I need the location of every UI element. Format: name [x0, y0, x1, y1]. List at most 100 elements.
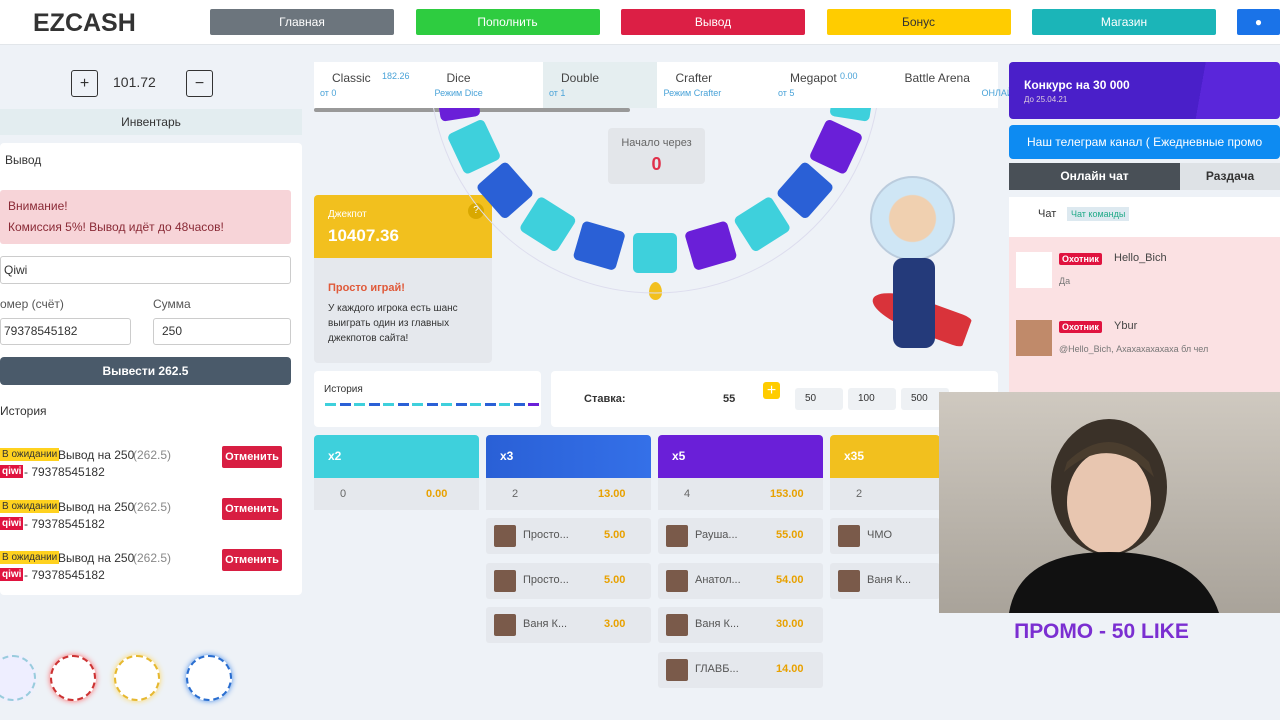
player-avatar	[666, 525, 688, 547]
nav-button[interactable]: Магазин	[1032, 9, 1216, 35]
wheel-segment	[810, 120, 862, 174]
history-dot	[513, 403, 525, 406]
contest-date: До 25.04.21	[1024, 95, 1068, 104]
wheel-segment	[777, 162, 833, 219]
hunter-badge: Охотник	[1059, 321, 1102, 333]
help-icon[interactable]: ?	[468, 203, 484, 219]
column-header[interactable]	[486, 435, 651, 478]
tool-icon[interactable]	[114, 655, 160, 701]
qiwi-tag: qiwi	[0, 568, 24, 581]
game-name[interactable]: Dice	[446, 71, 471, 85]
game-sub: от 1	[549, 88, 566, 98]
timer-value: 0	[651, 154, 662, 174]
bet-value: 55	[723, 393, 736, 405]
header: EZCASH Главная Пополнить Вывод Бонус Магазин…	[0, 0, 1280, 45]
chat-avatar	[1016, 252, 1052, 288]
cancel-button[interactable]: Отменить	[222, 497, 282, 520]
chat-tab[interactable]: Раздача	[1180, 163, 1280, 190]
game-amount: 0.00	[840, 71, 858, 81]
webcam	[939, 392, 1280, 613]
chat-title: Чат	[1038, 208, 1057, 220]
alert	[0, 190, 291, 244]
chat-tab[interactable]: Онлайн чат	[1009, 163, 1180, 190]
game-name[interactable]: Crafter	[675, 71, 713, 85]
sum-label: Сумма	[153, 297, 191, 311]
stream-promo: ПРОМО - 50 LIKE	[1014, 620, 1189, 643]
column-header[interactable]	[658, 435, 823, 478]
sum-input[interactable]: 250	[153, 318, 291, 345]
quick-bet[interactable]: 50	[795, 388, 843, 410]
history-dot	[528, 403, 539, 406]
column-header[interactable]	[314, 435, 479, 478]
game-name[interactable]: Megapot	[790, 71, 837, 85]
game-name[interactable]: Battle Arena	[904, 71, 970, 85]
history-dot	[412, 403, 423, 406]
active-tab	[543, 62, 657, 108]
cancel-button[interactable]: Отменить	[222, 446, 282, 468]
history-number: - 79378545182	[24, 568, 105, 582]
player-name: Ваня К...	[695, 618, 740, 630]
nav-button[interactable]: Вывод	[621, 9, 805, 35]
cancel-button[interactable]: Отменить	[222, 549, 282, 571]
history-dot	[368, 403, 380, 406]
nav-button[interactable]: Главная	[210, 9, 394, 35]
tool-icon[interactable]	[50, 655, 96, 701]
contest-box[interactable]	[1009, 62, 1280, 119]
balance: 101.72	[113, 74, 156, 90]
inventory-button[interactable]: Инвентарь	[0, 109, 302, 135]
alert-text: Комиссия 5%! Вывод идёт до 48часов!	[8, 220, 224, 234]
history-title: История	[0, 404, 47, 418]
player-avatar	[666, 569, 688, 592]
avatar-button[interactable]: ●	[1237, 9, 1280, 35]
player-name: Просто...	[523, 573, 569, 586]
jackpot-box	[314, 195, 492, 258]
game-name[interactable]: Classic	[332, 71, 371, 85]
column-mult: x3	[500, 449, 514, 463]
quick-bet[interactable]: 500	[901, 388, 949, 410]
player-avatar	[666, 614, 688, 636]
wheel-segment	[685, 221, 737, 270]
column-header[interactable]	[830, 435, 940, 478]
column-stats	[830, 478, 940, 510]
column-mult: x5	[672, 449, 686, 463]
chat-name: Ybur	[1114, 320, 1138, 332]
number-input[interactable]: 79378545182	[0, 318, 131, 345]
game-sub: Режим Crafter	[663, 88, 722, 98]
logo[interactable]: EZCASH	[33, 9, 136, 37]
withdraw-button[interactable]: Вывести 262.5	[0, 357, 291, 385]
minus-button[interactable]: −	[186, 70, 213, 97]
column-mult: x35	[844, 449, 865, 463]
nav-button[interactable]: Бонус	[826, 9, 1011, 35]
tool-icon[interactable]	[186, 655, 232, 701]
player-name: Просто...	[523, 529, 569, 541]
chat-name: Hello_Bich	[1114, 252, 1167, 264]
method-select[interactable]: Qiwi	[0, 256, 291, 284]
nav-button[interactable]: Пополнить	[415, 9, 600, 35]
plus-button[interactable]: +	[71, 70, 98, 97]
telegram-button[interactable]: Наш телеграм канал ( Ежедневные промо	[1009, 125, 1280, 159]
history-dot	[325, 403, 336, 406]
number-label: омер (счёт)	[0, 297, 64, 311]
chat-text: @Hello_Bich, Ахахахахахаха бл чел	[1059, 344, 1209, 354]
qiwi-tag: qiwi	[0, 465, 24, 478]
qiwi-tag: qiwi	[0, 516, 24, 530]
tool-icon[interactable]	[0, 655, 36, 701]
player-name: ЧМО	[867, 529, 893, 541]
alert-title: Внимание!	[8, 199, 68, 213]
jackpot-value: 10407.36	[328, 226, 399, 245]
column-stats	[658, 478, 823, 510]
game-amount: 182.26	[382, 71, 410, 81]
history-dot	[383, 403, 394, 406]
quick-bet[interactable]: 100	[848, 388, 896, 410]
player-avatar	[838, 569, 860, 592]
team-chat[interactable]: Чат команды	[1067, 207, 1130, 221]
bet-plus[interactable]: +	[763, 382, 780, 399]
history-text: Вывод на 250	[58, 448, 135, 462]
column-stats	[486, 478, 651, 510]
wheel-segment	[830, 108, 876, 122]
history-dot	[339, 403, 351, 406]
game-name[interactable]: Double	[561, 71, 600, 85]
wheel-segment	[520, 197, 576, 251]
history-dot	[397, 403, 409, 406]
mascot-body	[893, 258, 935, 348]
